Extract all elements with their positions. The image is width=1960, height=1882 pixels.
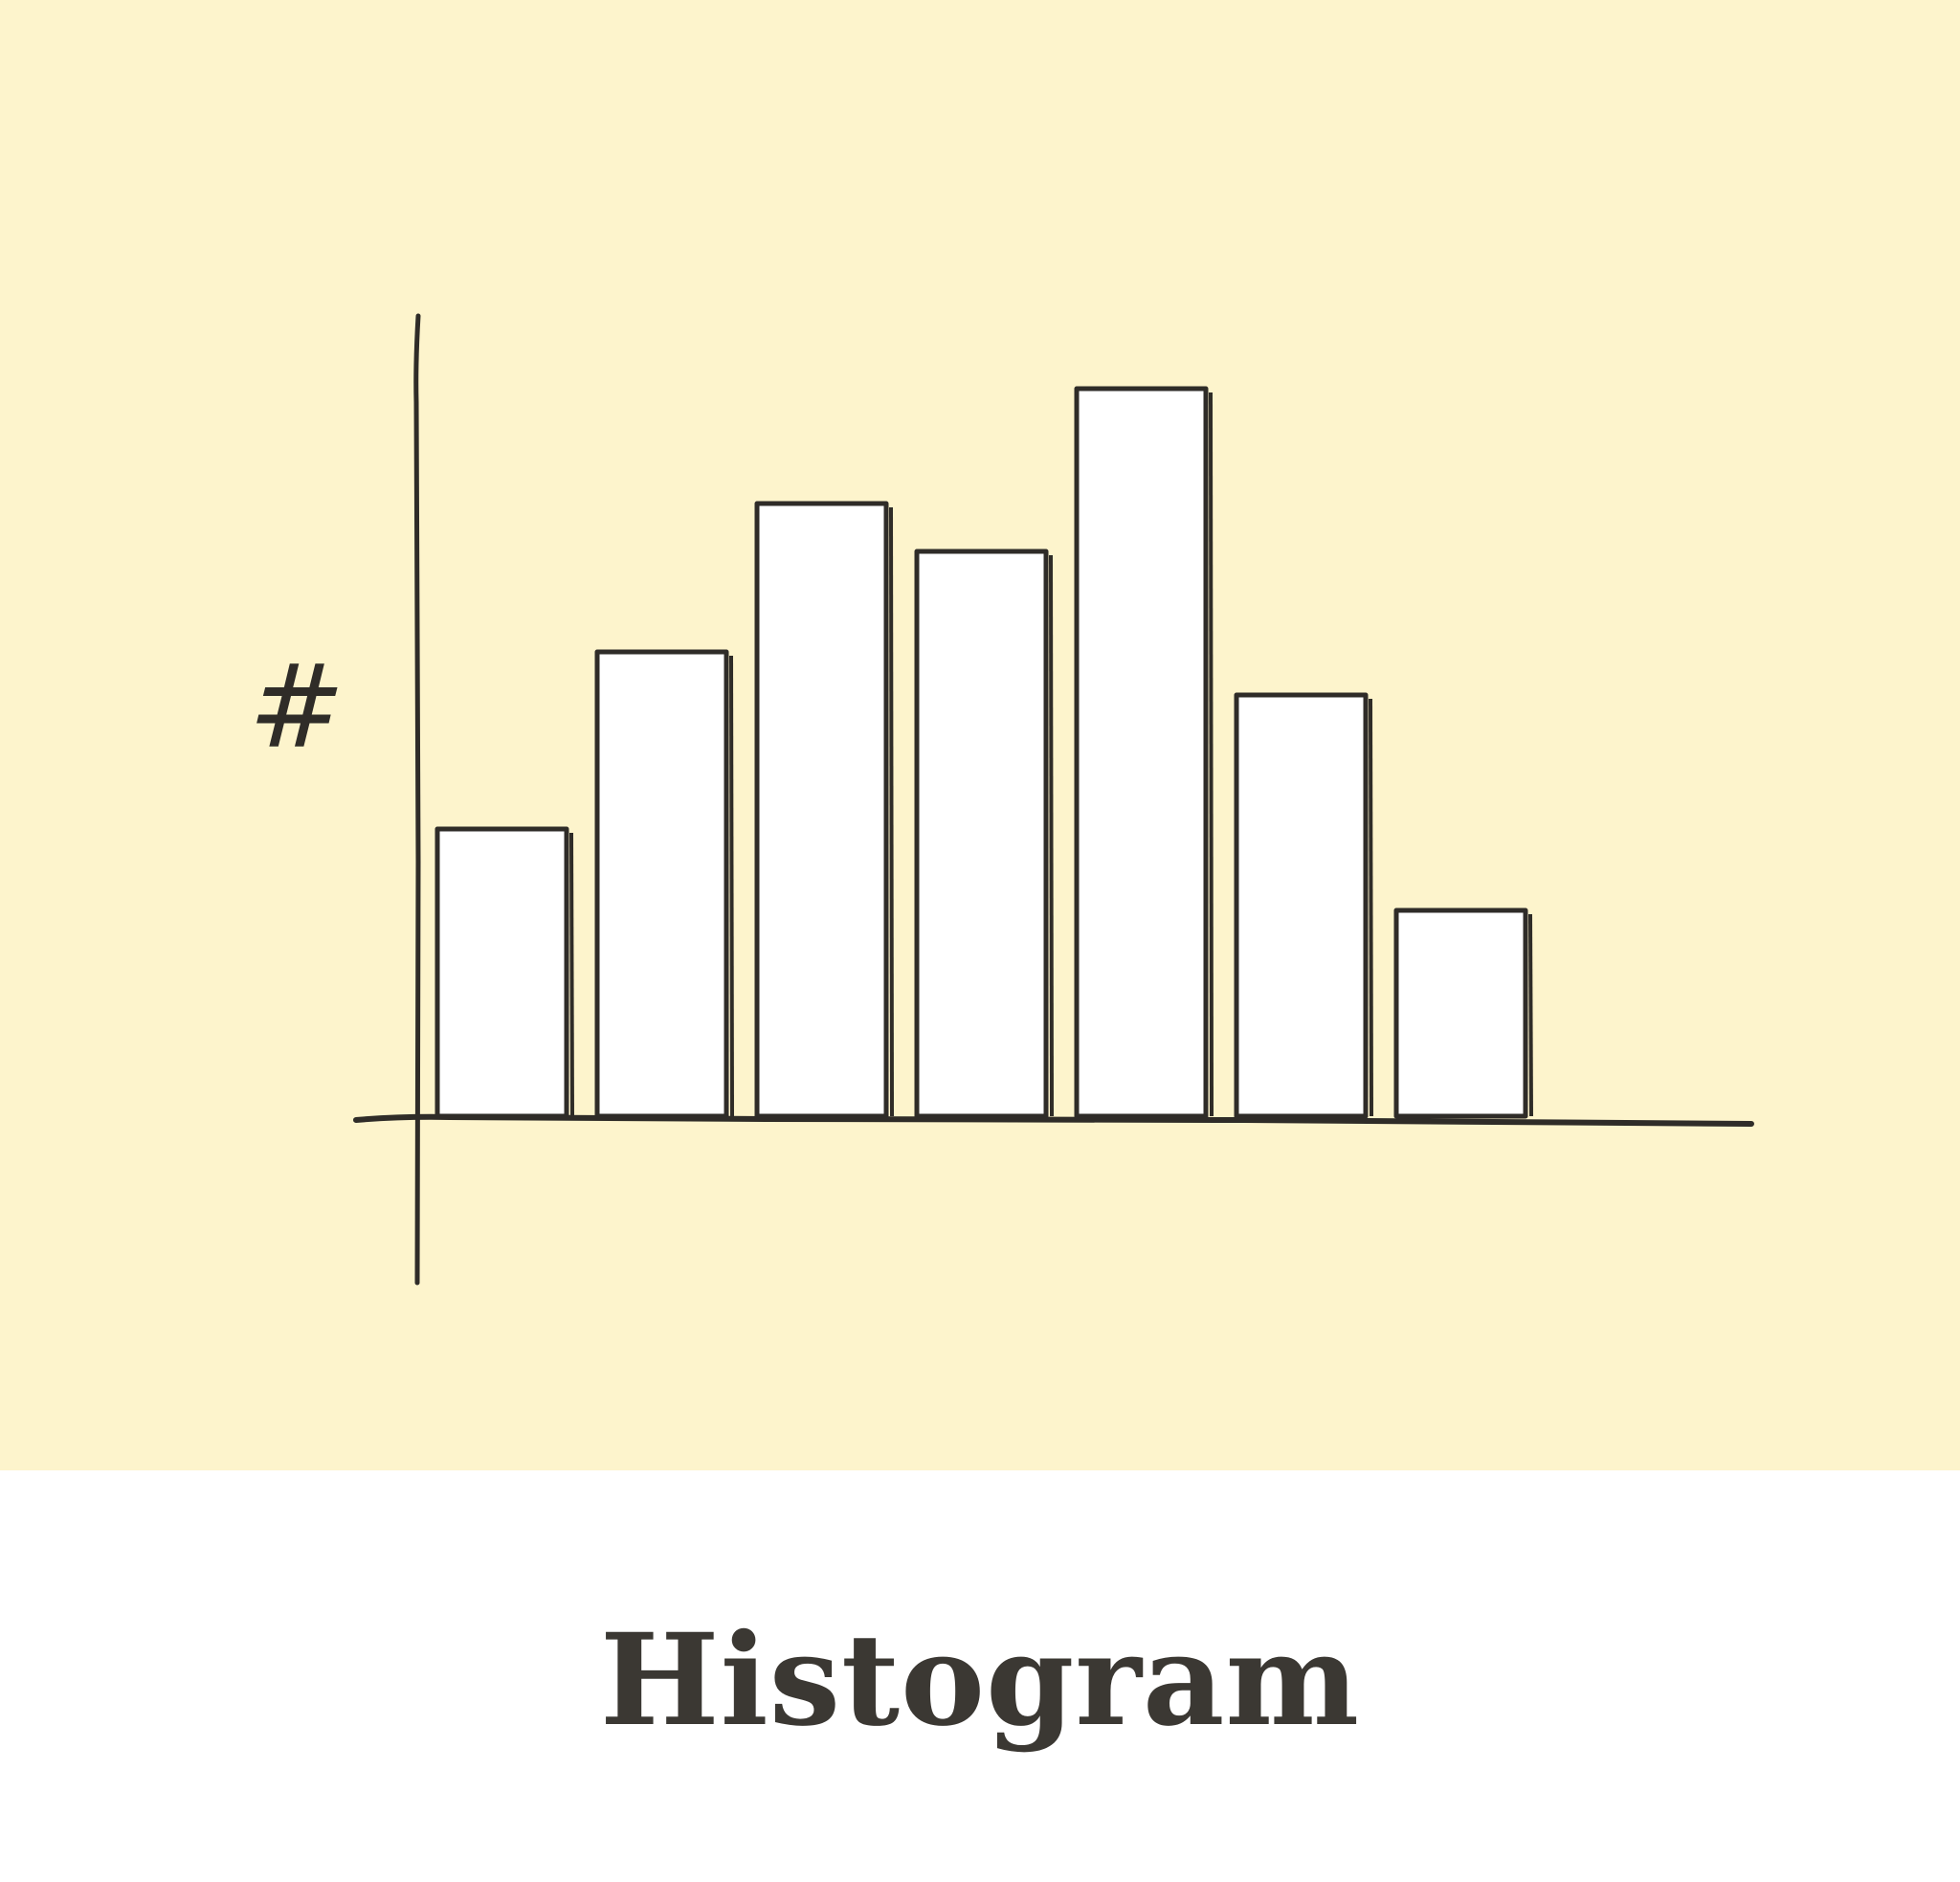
chart-panel: # — [0, 0, 1960, 1470]
histogram-bar-edge — [569, 832, 574, 1117]
histogram-bar — [754, 501, 889, 1119]
histogram-bar-edge — [889, 506, 894, 1117]
histogram-chart: # — [249, 313, 1754, 1286]
histogram-bar — [1074, 386, 1209, 1119]
y-axis-label: # — [249, 641, 345, 774]
histogram-bar-edge — [1369, 698, 1373, 1117]
histogram-bar-edge — [1209, 392, 1214, 1117]
histogram-bar — [1393, 907, 1528, 1119]
histogram-bar — [434, 826, 569, 1119]
histogram-bar-edge — [729, 655, 734, 1117]
histogram-bar — [1234, 692, 1369, 1119]
histogram-bar — [914, 549, 1049, 1119]
bars-layer — [434, 386, 1533, 1119]
chart-caption: Histogram — [599, 1605, 1361, 1755]
caption-area: Histogram — [0, 1470, 1960, 1882]
y-axis-line — [413, 313, 421, 1286]
x-axis-line — [353, 1113, 1754, 1127]
histogram-bar — [594, 649, 729, 1119]
histogram-bar-edge — [1049, 554, 1054, 1117]
histogram-bar-edge — [1528, 913, 1533, 1117]
